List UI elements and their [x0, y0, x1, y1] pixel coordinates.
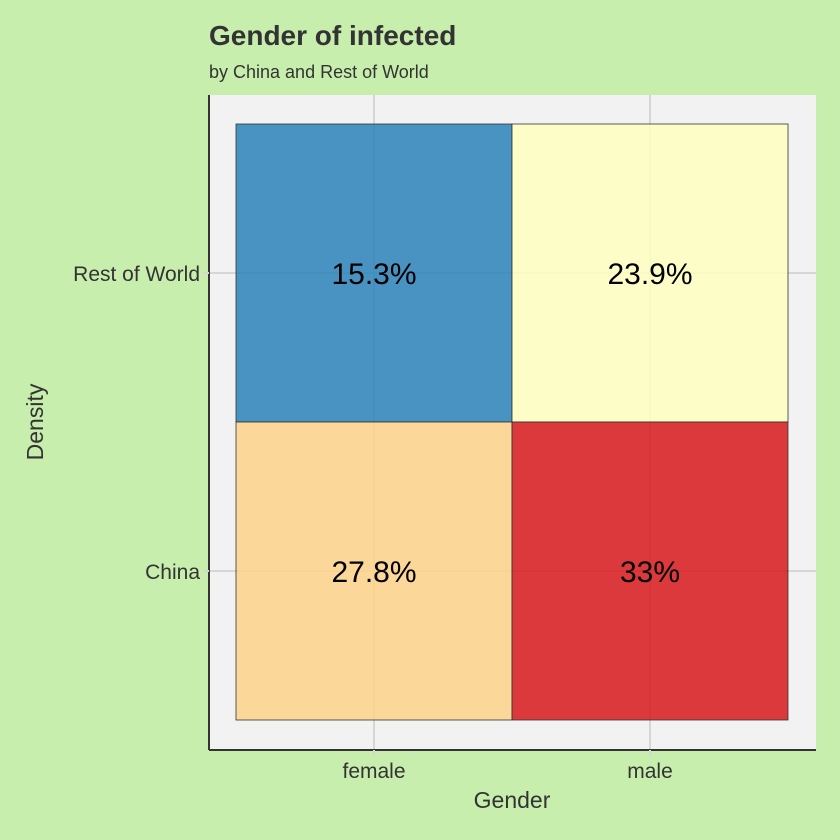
cell-labels: 15.3% 23.9% 27.8% 33%	[331, 258, 692, 589]
x-tick-labels: female male	[342, 760, 672, 783]
cell-label-male-china: 33%	[620, 556, 680, 589]
heatmap-cell-male-china	[511, 421, 789, 721]
heatmap-cells	[235, 123, 789, 721]
y-tick-label-rest-of-world: Rest of World	[73, 263, 200, 286]
y-tick-labels: China Rest of World	[73, 263, 200, 584]
cell-label-female-rest-of-world: 15.3%	[331, 258, 416, 291]
chart-subtitle: by China and Rest of World	[209, 62, 429, 82]
x-axis-title: Gender	[474, 787, 551, 813]
chart-title: Gender of infected	[209, 20, 456, 51]
x-tick-label-male: male	[627, 760, 673, 783]
y-axis-title: Density	[22, 383, 48, 460]
x-tick-label-female: female	[342, 760, 405, 783]
axes	[203, 95, 816, 756]
y-tick-label-china: China	[145, 561, 200, 584]
heatmap-cell-female-china	[235, 421, 513, 721]
heatmap-cell-male-rest-of-world	[511, 123, 789, 423]
cell-label-female-china: 27.8%	[331, 556, 416, 589]
cell-label-male-rest-of-world: 23.9%	[607, 258, 692, 291]
